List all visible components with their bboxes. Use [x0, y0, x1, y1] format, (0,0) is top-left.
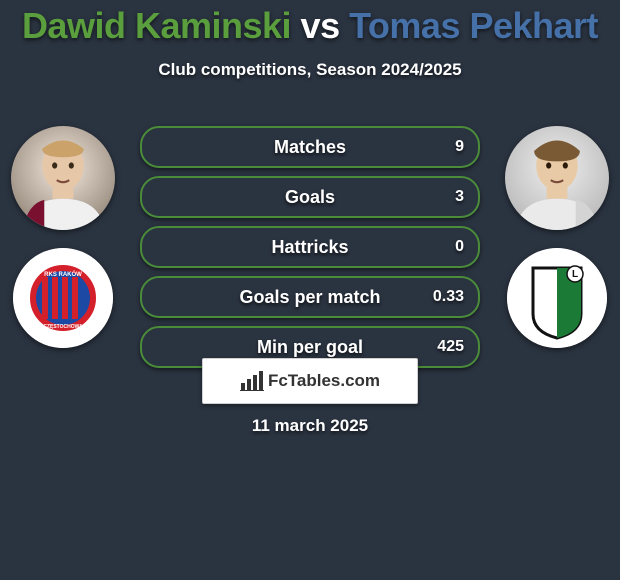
stat-right-value: 0.33	[424, 288, 464, 306]
stat-row-hattricks: Hattricks 0	[140, 226, 480, 268]
player1-avatar	[11, 126, 115, 230]
title-player2: Tomas Pekhart	[349, 5, 598, 46]
stat-right-value: 9	[424, 138, 464, 156]
subtitle: Club competitions, Season 2024/2025	[0, 60, 620, 80]
stat-right-value: 0	[424, 238, 464, 256]
player2-avatar	[505, 126, 609, 230]
svg-text:L: L	[572, 269, 578, 280]
brand-box[interactable]: FcTables.com	[202, 358, 418, 404]
page-title: Dawid Kaminski vs Tomas Pekhart	[0, 6, 620, 46]
stat-right-value: 425	[424, 338, 464, 356]
stat-row-matches: Matches 9	[140, 126, 480, 168]
stats-arena: RKS RAKÓW CZĘSTOCHOWA Matches 9 Goals 3 …	[0, 126, 620, 356]
stat-right-value: 3	[424, 188, 464, 206]
stat-row-goals: Goals 3	[140, 176, 480, 218]
right-column: L	[502, 126, 612, 348]
title-player1: Dawid Kaminski	[22, 5, 291, 46]
svg-text:CZĘSTOCHOWA: CZĘSTOCHOWA	[43, 324, 83, 330]
title-vs: vs	[301, 5, 340, 46]
player1-club-badge: RKS RAKÓW CZĘSTOCHOWA	[13, 248, 113, 348]
stat-pills: Matches 9 Goals 3 Hattricks 0 Goals per …	[140, 126, 480, 376]
player2-club-badge: L	[507, 248, 607, 348]
svg-text:RKS RAKÓW: RKS RAKÓW	[44, 270, 82, 278]
left-column: RKS RAKÓW CZĘSTOCHOWA	[8, 126, 118, 348]
comparison-card: Dawid Kaminski vs Tomas Pekhart Club com…	[0, 6, 620, 580]
bar-chart-icon	[240, 371, 264, 391]
brand-text: FcTables.com	[268, 371, 380, 391]
stat-row-goals-per-match: Goals per match 0.33	[140, 276, 480, 318]
date-line: 11 march 2025	[0, 416, 620, 436]
